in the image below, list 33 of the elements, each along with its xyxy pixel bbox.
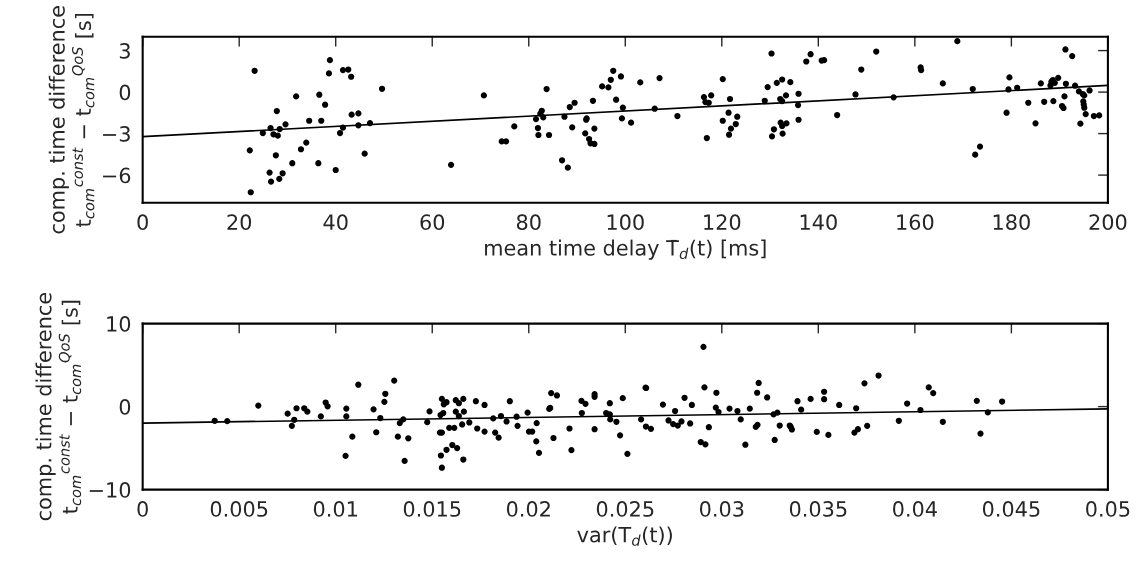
- x-axis-title: var(T$_{d}$(t)): [577, 526, 672, 546]
- y-tick-label: −6: [103, 167, 131, 184]
- y-tick-label: 0: [119, 84, 131, 101]
- y-tick-label: 3: [119, 43, 130, 59]
- y-tick-label: −10: [89, 482, 131, 498]
- x-tick-label: 0.035: [789, 501, 847, 517]
- x-tick-label: 20: [227, 214, 252, 231]
- y-tick-label: 10: [107, 316, 131, 332]
- x-tick-label: 180: [993, 214, 1030, 231]
- x-tick-label: 0.05: [1086, 501, 1130, 517]
- x-tick-label: 140: [800, 214, 837, 231]
- x-tick-label: 0.04: [893, 501, 937, 517]
- y-tick-label: −3: [103, 126, 130, 142]
- y-axis-title: comp. time difference t$_{com}$$^{const}$ − t$_{com}$$^{QoS}$ [s]: [48, 6, 95, 234]
- x-tick-label: 0.015: [403, 501, 461, 517]
- x-tick-label: 0: [137, 501, 148, 517]
- x-tick-label: 60: [420, 214, 445, 231]
- y-axis-title: comp. time difference t$_{com}$$^{const}$ − t$_{com}$$^{QoS}$ [s]: [35, 292, 82, 521]
- x-tick-label: 0.02: [506, 501, 550, 517]
- x-tick-label: 0: [137, 214, 148, 231]
- x-tick-label: 80: [516, 214, 541, 231]
- y-tick-label: 0: [119, 399, 131, 415]
- x-tick-label: 120: [704, 214, 741, 231]
- x-tick-label: 0.03: [699, 501, 744, 517]
- x-tick-label: 0.025: [596, 501, 654, 517]
- x-tick-label: 40: [323, 214, 348, 231]
- x-tick-label: 0.045: [982, 501, 1040, 517]
- x-tick-label: 160: [897, 214, 934, 231]
- x-tick-label: 0.01: [313, 501, 357, 517]
- x-axis-title: mean time delay T̄$_{d}$(t) [ms]: [485, 239, 766, 260]
- x-tick-label: 100: [607, 214, 644, 231]
- x-tick-label: 0.005: [210, 501, 268, 517]
- x-tick-label: 200: [1089, 214, 1127, 231]
